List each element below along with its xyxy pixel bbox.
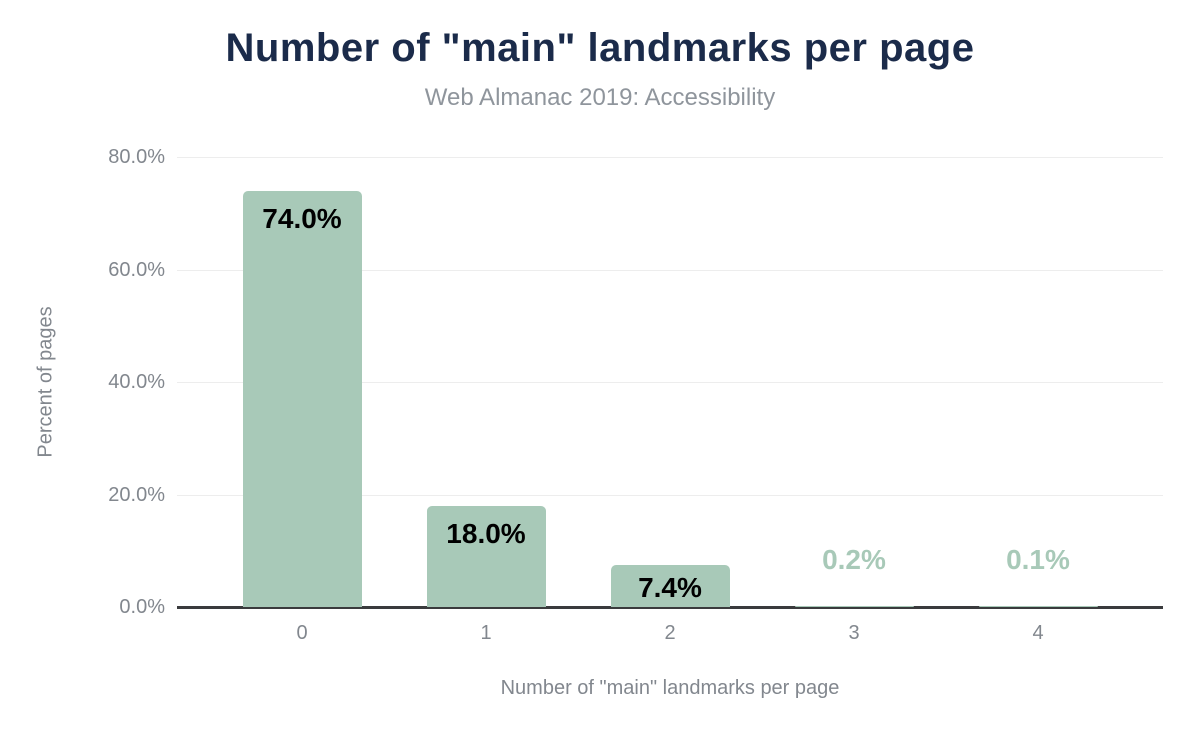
y-tick-label: 20.0% [108, 484, 165, 506]
bar-value-label: 7.4% [638, 572, 702, 603]
bar-value-label: 0.2% [822, 544, 886, 575]
x-axis-line [177, 606, 1163, 609]
bar-value-label: 18.0% [446, 518, 526, 549]
y-tick-label: 60.0% [108, 259, 165, 281]
x-tick-label: 4 [1032, 622, 1044, 644]
x-tick-label: 2 [664, 622, 676, 644]
chart-title: Number of "main" landmarks per page [225, 26, 975, 70]
gridline [177, 270, 1163, 271]
y-tick-label: 0.0% [119, 596, 165, 618]
gridline [177, 382, 1163, 383]
x-tick-label: 1 [480, 622, 492, 644]
gridline [177, 157, 1163, 158]
x-axis-title: Number of "main" landmarks per page [500, 677, 840, 699]
gridline [177, 495, 1163, 496]
chart-subtitle: Web Almanac 2019: Accessibility [424, 84, 776, 111]
bar [242, 191, 362, 607]
bar [978, 606, 1098, 607]
y-tick-label: 80.0% [108, 146, 165, 168]
bar [426, 506, 546, 607]
bar [794, 606, 914, 607]
x-tick-label: 0 [296, 622, 308, 644]
bar-value-label: 74.0% [262, 203, 342, 234]
bar-value-label: 0.1% [1006, 544, 1070, 575]
bar [610, 565, 730, 607]
y-tick-label: 40.0% [108, 371, 165, 393]
x-tick-label: 3 [848, 622, 860, 644]
